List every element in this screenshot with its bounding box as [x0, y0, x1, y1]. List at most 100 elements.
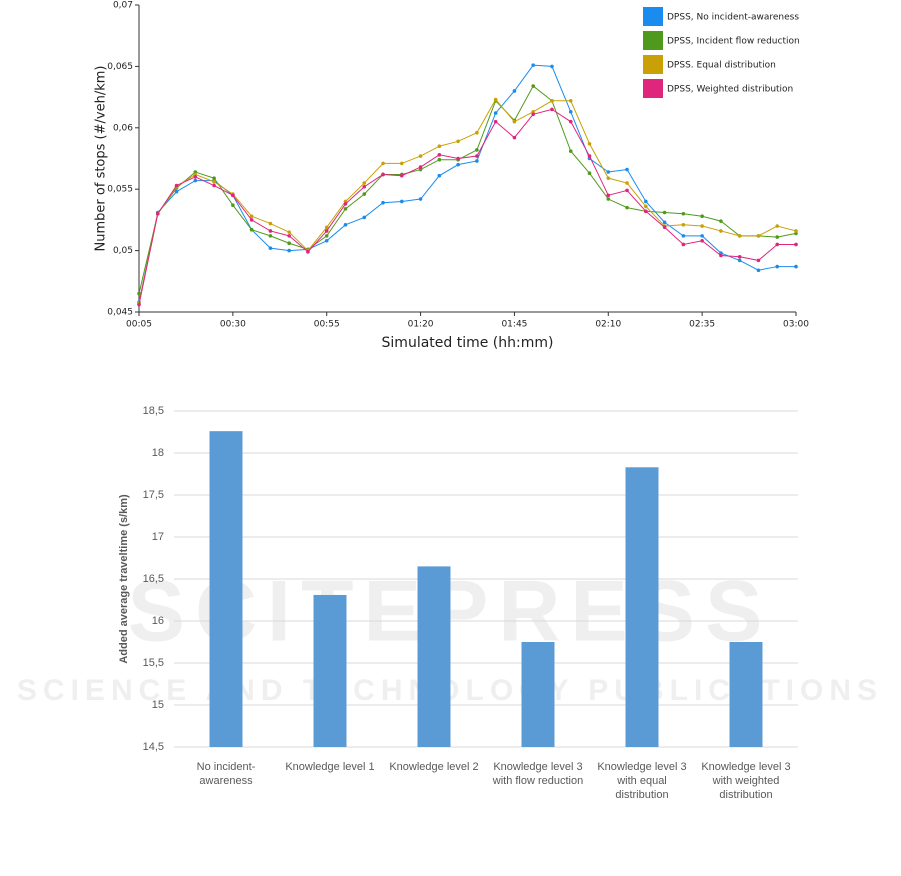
point — [343, 223, 348, 227]
legend-label: DPSS, Incident flow reduction — [667, 37, 800, 47]
point — [475, 130, 479, 135]
point — [437, 144, 442, 149]
y-tick-label: 15 — [152, 699, 164, 711]
point — [794, 264, 798, 269]
y-tick-label: 16 — [152, 615, 164, 627]
point — [193, 175, 198, 179]
y-axis-label: Number of stops (#/veh/km) — [94, 66, 109, 252]
point — [625, 167, 629, 172]
point — [362, 192, 367, 196]
line-series — [138, 98, 797, 304]
y-tick-label: 0,045 — [107, 308, 133, 318]
point — [174, 189, 179, 194]
point — [324, 225, 329, 230]
y-tick-label: 0,05 — [113, 246, 133, 256]
x-tick-label: Knowledge level 1 — [285, 761, 375, 773]
point — [531, 84, 535, 88]
point — [249, 218, 254, 222]
point — [437, 153, 442, 157]
point — [155, 211, 160, 216]
point — [531, 63, 535, 67]
y-tick-label: 17 — [152, 531, 164, 543]
point — [343, 207, 348, 211]
y-tick-label: 14,5 — [143, 741, 164, 753]
point — [493, 111, 498, 115]
point — [512, 119, 517, 124]
point — [249, 227, 254, 232]
point — [644, 204, 648, 209]
point — [756, 258, 761, 263]
x-tick-label: Knowledge level 3 with weighted distribu… — [701, 761, 791, 801]
point — [794, 242, 798, 247]
point — [362, 184, 367, 189]
point — [456, 156, 460, 161]
point — [512, 135, 517, 140]
point — [719, 219, 723, 223]
point — [418, 165, 423, 169]
bar — [729, 642, 763, 747]
point — [362, 215, 367, 220]
point — [568, 149, 573, 153]
point — [568, 119, 573, 124]
point — [287, 248, 291, 253]
point — [249, 214, 254, 219]
point — [212, 180, 216, 184]
legend-swatch — [643, 7, 663, 26]
point — [231, 203, 235, 207]
point — [456, 162, 460, 167]
x-tick-label: 02:35 — [689, 320, 715, 330]
y-tick-label: 0,055 — [107, 185, 133, 195]
point — [343, 202, 348, 206]
point — [775, 242, 780, 247]
point — [681, 223, 686, 227]
y-tick-label: 16,5 — [143, 573, 164, 585]
legend-label: DPSS, No incident-awareness — [667, 13, 799, 23]
point — [587, 171, 592, 176]
y-tick-label: 15,5 — [143, 657, 164, 669]
point — [287, 230, 291, 234]
bar — [521, 642, 555, 747]
x-tick-label: No incident-awareness — [196, 761, 256, 787]
legend-label: DPSS, Weighted distribution — [667, 85, 793, 95]
point — [231, 193, 235, 198]
point — [400, 161, 404, 166]
point — [531, 112, 535, 117]
point — [268, 246, 273, 250]
point — [418, 154, 423, 158]
point — [493, 119, 498, 124]
point — [719, 229, 723, 233]
x-tick-label: 02:10 — [595, 320, 621, 330]
point — [719, 253, 723, 258]
point — [700, 214, 704, 219]
point — [550, 107, 554, 112]
point — [662, 225, 667, 230]
point — [587, 141, 592, 146]
point — [400, 199, 404, 204]
point — [775, 235, 780, 239]
legend-swatch — [643, 79, 663, 98]
legend-label: DPSS. Equal distribution — [667, 61, 776, 71]
y-tick-label: 0,065 — [107, 62, 133, 72]
x-tick-label: 01:20 — [408, 320, 434, 330]
point — [475, 148, 479, 152]
y-axis-label: Added average traveltime (s/km) — [118, 494, 130, 664]
point — [362, 181, 367, 185]
point — [456, 139, 460, 144]
point — [700, 238, 704, 243]
point — [681, 242, 686, 247]
point — [550, 98, 554, 103]
point — [475, 154, 479, 158]
bar — [313, 594, 347, 747]
x-tick-label: 00:55 — [314, 320, 340, 330]
point — [625, 181, 629, 185]
point — [737, 234, 742, 238]
point — [625, 205, 629, 210]
point — [475, 159, 479, 163]
point — [268, 234, 273, 238]
point — [212, 176, 216, 180]
y-tick-label: 17,5 — [143, 489, 164, 501]
point — [737, 258, 742, 263]
point — [324, 234, 329, 238]
point — [681, 211, 686, 216]
